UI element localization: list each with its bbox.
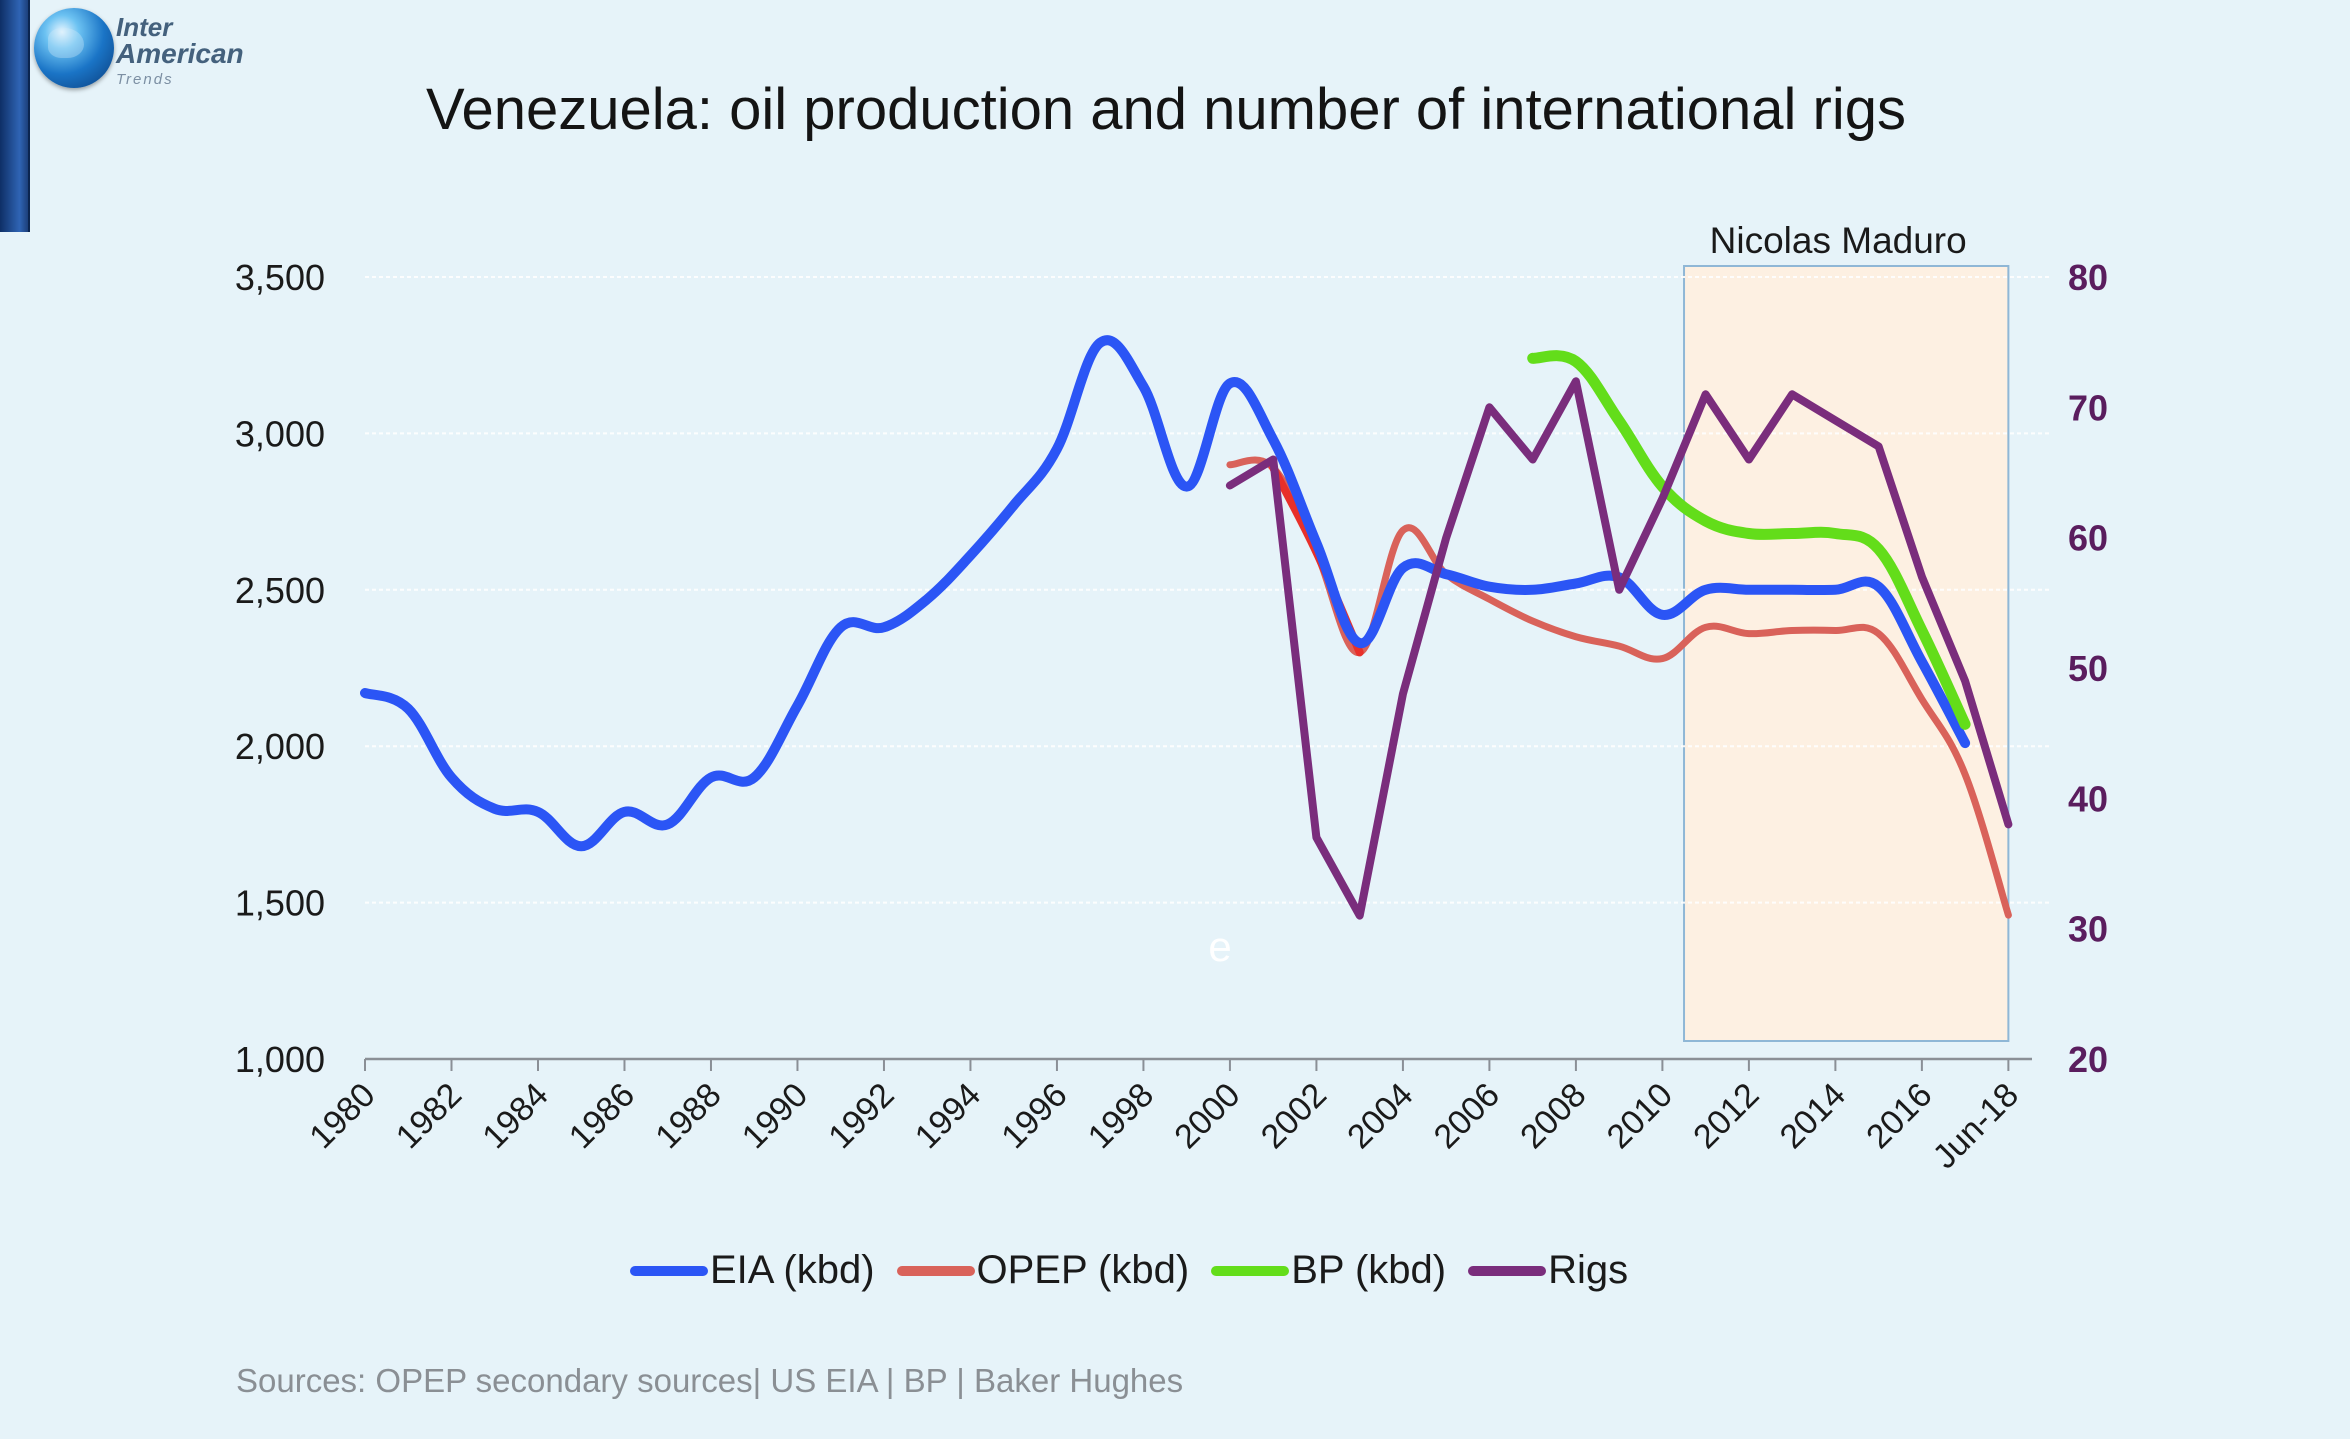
y-left-tick-label-0: 1,000 [235,1039,325,1080]
legend-swatch-rigs [1468,1265,1547,1276]
x-tick-label-1: 1982 [389,1076,469,1156]
logo-line-1: Inter [116,12,173,42]
y-left-tick-label-5: 3,500 [235,257,325,298]
series-line-opep [1226,456,2012,919]
slide-edge-bar [0,0,30,232]
x-tick-label-16: 2012 [1686,1076,1766,1156]
maduro-period-shade-group: Nicolas Maduro [1683,220,2010,1042]
y-left-tick-label-4: 3,000 [235,413,325,454]
source-note: Sources: OPEP secondary sources| US EIA … [236,1362,1184,1399]
x-tick-label-18: 2016 [1859,1076,1939,1156]
y-left-tick-label-2: 2,000 [235,726,325,767]
legend-item-rigs: Rigs [1468,1248,1628,1293]
x-tick-label-11: 2002 [1254,1076,1334,1156]
x-tick-label-0: 1980 [302,1076,382,1156]
legend-item-bp: BP (kbd) [1211,1248,1446,1293]
x-tick-label-6: 1992 [821,1076,901,1156]
maduro-annotation-label: Nicolas Maduro [1710,220,1967,261]
series-line-rigs [1225,377,2013,920]
y-right-tick-label-1: 30 [2068,909,2108,950]
legend-swatch-opep [896,1265,975,1276]
chart-title: Venezuela: oil production and number of … [426,77,1906,142]
x-tick-label-8: 1996 [994,1076,1074,1156]
y-right-tick-label-6: 80 [2068,257,2108,298]
legend-label-bp: BP (kbd) [1291,1248,1447,1292]
inter-american-trends-logo: Inter American Trends [34,8,254,90]
y-right-tick-label-2: 40 [2068,778,2108,819]
series-lines: e [360,335,2013,970]
y-right-tick-label-5: 70 [2068,387,2108,428]
series-line-bp [1527,350,1971,730]
x-tick-label-15: 2010 [1600,1076,1680,1156]
x-tick-label-7: 1994 [908,1076,988,1156]
legend-swatch-eia [630,1265,708,1276]
legend-item-opep: OPEP (kbd) [896,1248,1190,1293]
axes [364,1057,2032,1071]
legend-label-eia: EIA (kbd) [710,1248,875,1292]
legend-label-opep: OPEP (kbd) [976,1248,1190,1292]
legend-item-eia: EIA (kbd) [630,1248,875,1293]
x-tick-label-13: 2006 [1427,1076,1507,1156]
x-tick-label-2: 1984 [475,1076,555,1156]
series-line-eia [360,335,1971,852]
legend-label-rigs: Rigs [1548,1248,1629,1292]
y-right-tick-label-0: 20 [2068,1039,2108,1080]
stray-mark: e [1208,923,1231,970]
logo-line-3: Trends [116,71,174,88]
x-tick-label-3: 1986 [562,1076,642,1156]
x-tick-label-12: 2004 [1340,1076,1420,1156]
globe-icon [34,8,114,88]
logo-line-2: American [116,38,244,69]
legend: EIA (kbd) OPEP (kbd) BP (kbd) Rigs [630,1248,1650,1293]
x-tick-label-19: Jun-18 [1926,1076,2026,1176]
x-tick-label-9: 1998 [1081,1076,1161,1156]
x-tick-label-10: 2000 [1167,1076,1247,1156]
x-tick-label-17: 2014 [1773,1076,1853,1156]
maduro-period-shade [1683,265,2010,1042]
x-tick-label-5: 1990 [735,1076,815,1156]
y-right-tick-label-4: 60 [2068,518,2108,559]
y-right-tick-label-3: 50 [2068,648,2108,689]
y-left-tick-label-1: 1,500 [235,883,325,924]
y-left-tick-label-3: 2,500 [235,570,325,611]
legend-swatch-bp [1211,1265,1290,1276]
x-tick-label-4: 1988 [648,1076,728,1156]
x-tick-label-14: 2008 [1513,1076,1593,1156]
